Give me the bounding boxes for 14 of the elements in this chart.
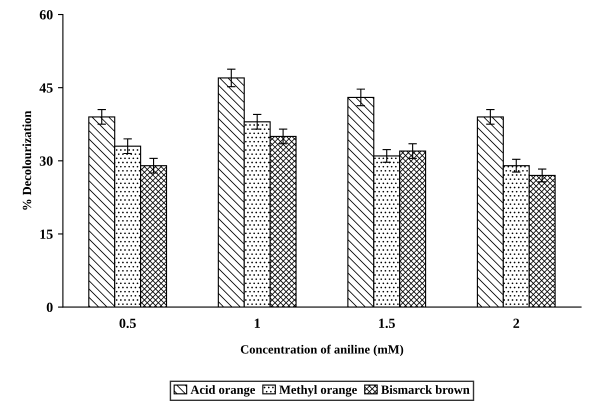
- legend-label: Bismarck brown: [381, 385, 470, 394]
- x-axis-title: Concentration of aniline (mM): [240, 344, 404, 356]
- y-tick-label: 45: [39, 83, 53, 93]
- y-tick-label: 15: [40, 230, 53, 239]
- y-tick-label: 30: [40, 156, 53, 166]
- y-tick-label: 0: [46, 302, 53, 312]
- legend-label: Methyl orange: [279, 385, 357, 397]
- y-tick-label: 60: [40, 10, 53, 20]
- legend-label: Acid orange: [190, 385, 256, 397]
- x-tick-label: 1.5: [379, 318, 395, 328]
- x-tick-label: 1: [254, 318, 260, 328]
- x-tick-label: 2: [513, 318, 520, 328]
- x-tick-label: 0.5: [120, 318, 136, 328]
- y-axis-title: % Decolourization: [22, 110, 32, 210]
